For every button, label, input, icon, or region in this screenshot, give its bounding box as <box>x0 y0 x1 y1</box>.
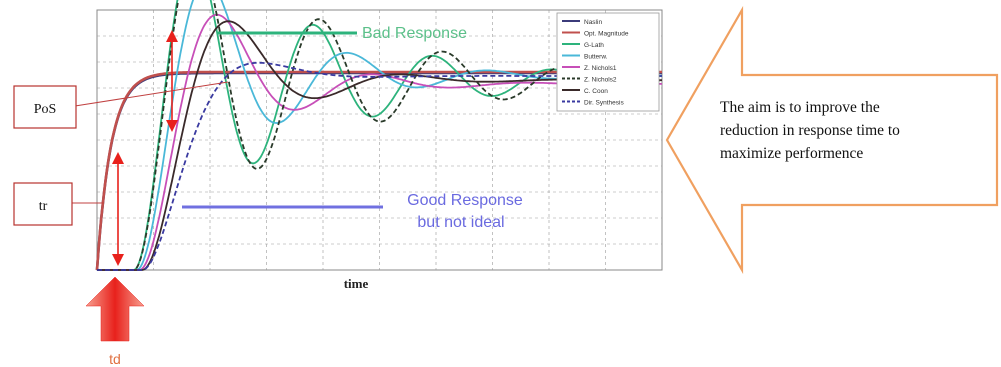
legend-label: Z. Nichols2 <box>584 77 617 84</box>
legend-label: Butterw. <box>584 54 608 61</box>
x-axis-label: time <box>344 276 369 291</box>
pos-leader <box>74 81 229 107</box>
legend-label: C. Coon <box>584 88 608 95</box>
legend-label: G-Lath <box>584 42 604 49</box>
legend-label: Opt. Magnitude <box>584 31 629 38</box>
aim-text-line1: The aim is to improve the <box>720 99 880 116</box>
tr-label: tr <box>39 199 48 214</box>
td-label: td <box>109 351 121 367</box>
pos-label: PoS <box>34 102 57 117</box>
legend: Naslin Opt. Magnitude G-Lath Butterw. Z. Nic… <box>556 12 660 112</box>
good-response-text-line2: but not ideal <box>417 214 504 231</box>
legend-label: Z. Nichols1 <box>584 65 617 72</box>
td-arrow-icon <box>85 276 145 342</box>
legend-label: Dir. Synthesis <box>584 100 624 107</box>
left-arrow-icon <box>665 5 999 275</box>
good-response-text-line1: Good Response <box>407 192 523 209</box>
aim-text-line3: maximize performence <box>720 145 863 162</box>
tr-arrow <box>112 152 124 266</box>
tr-label-box <box>13 182 73 226</box>
legend-label: Naslin <box>584 19 602 26</box>
pos-label-box <box>13 85 77 129</box>
bad-response-text: Bad Response <box>362 25 467 42</box>
series-line-dir-synthesis <box>97 61 662 271</box>
legend-box <box>556 12 660 112</box>
pos-arrow <box>166 30 178 132</box>
aim-text-line2: reduction in response time to <box>720 122 900 139</box>
